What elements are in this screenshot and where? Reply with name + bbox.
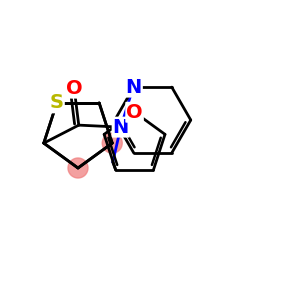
Circle shape — [102, 133, 122, 153]
Text: N: N — [126, 78, 142, 97]
Text: N: N — [112, 118, 129, 136]
Text: O: O — [126, 103, 143, 122]
Circle shape — [68, 158, 88, 178]
Text: S: S — [50, 93, 64, 112]
Text: O: O — [66, 79, 83, 98]
